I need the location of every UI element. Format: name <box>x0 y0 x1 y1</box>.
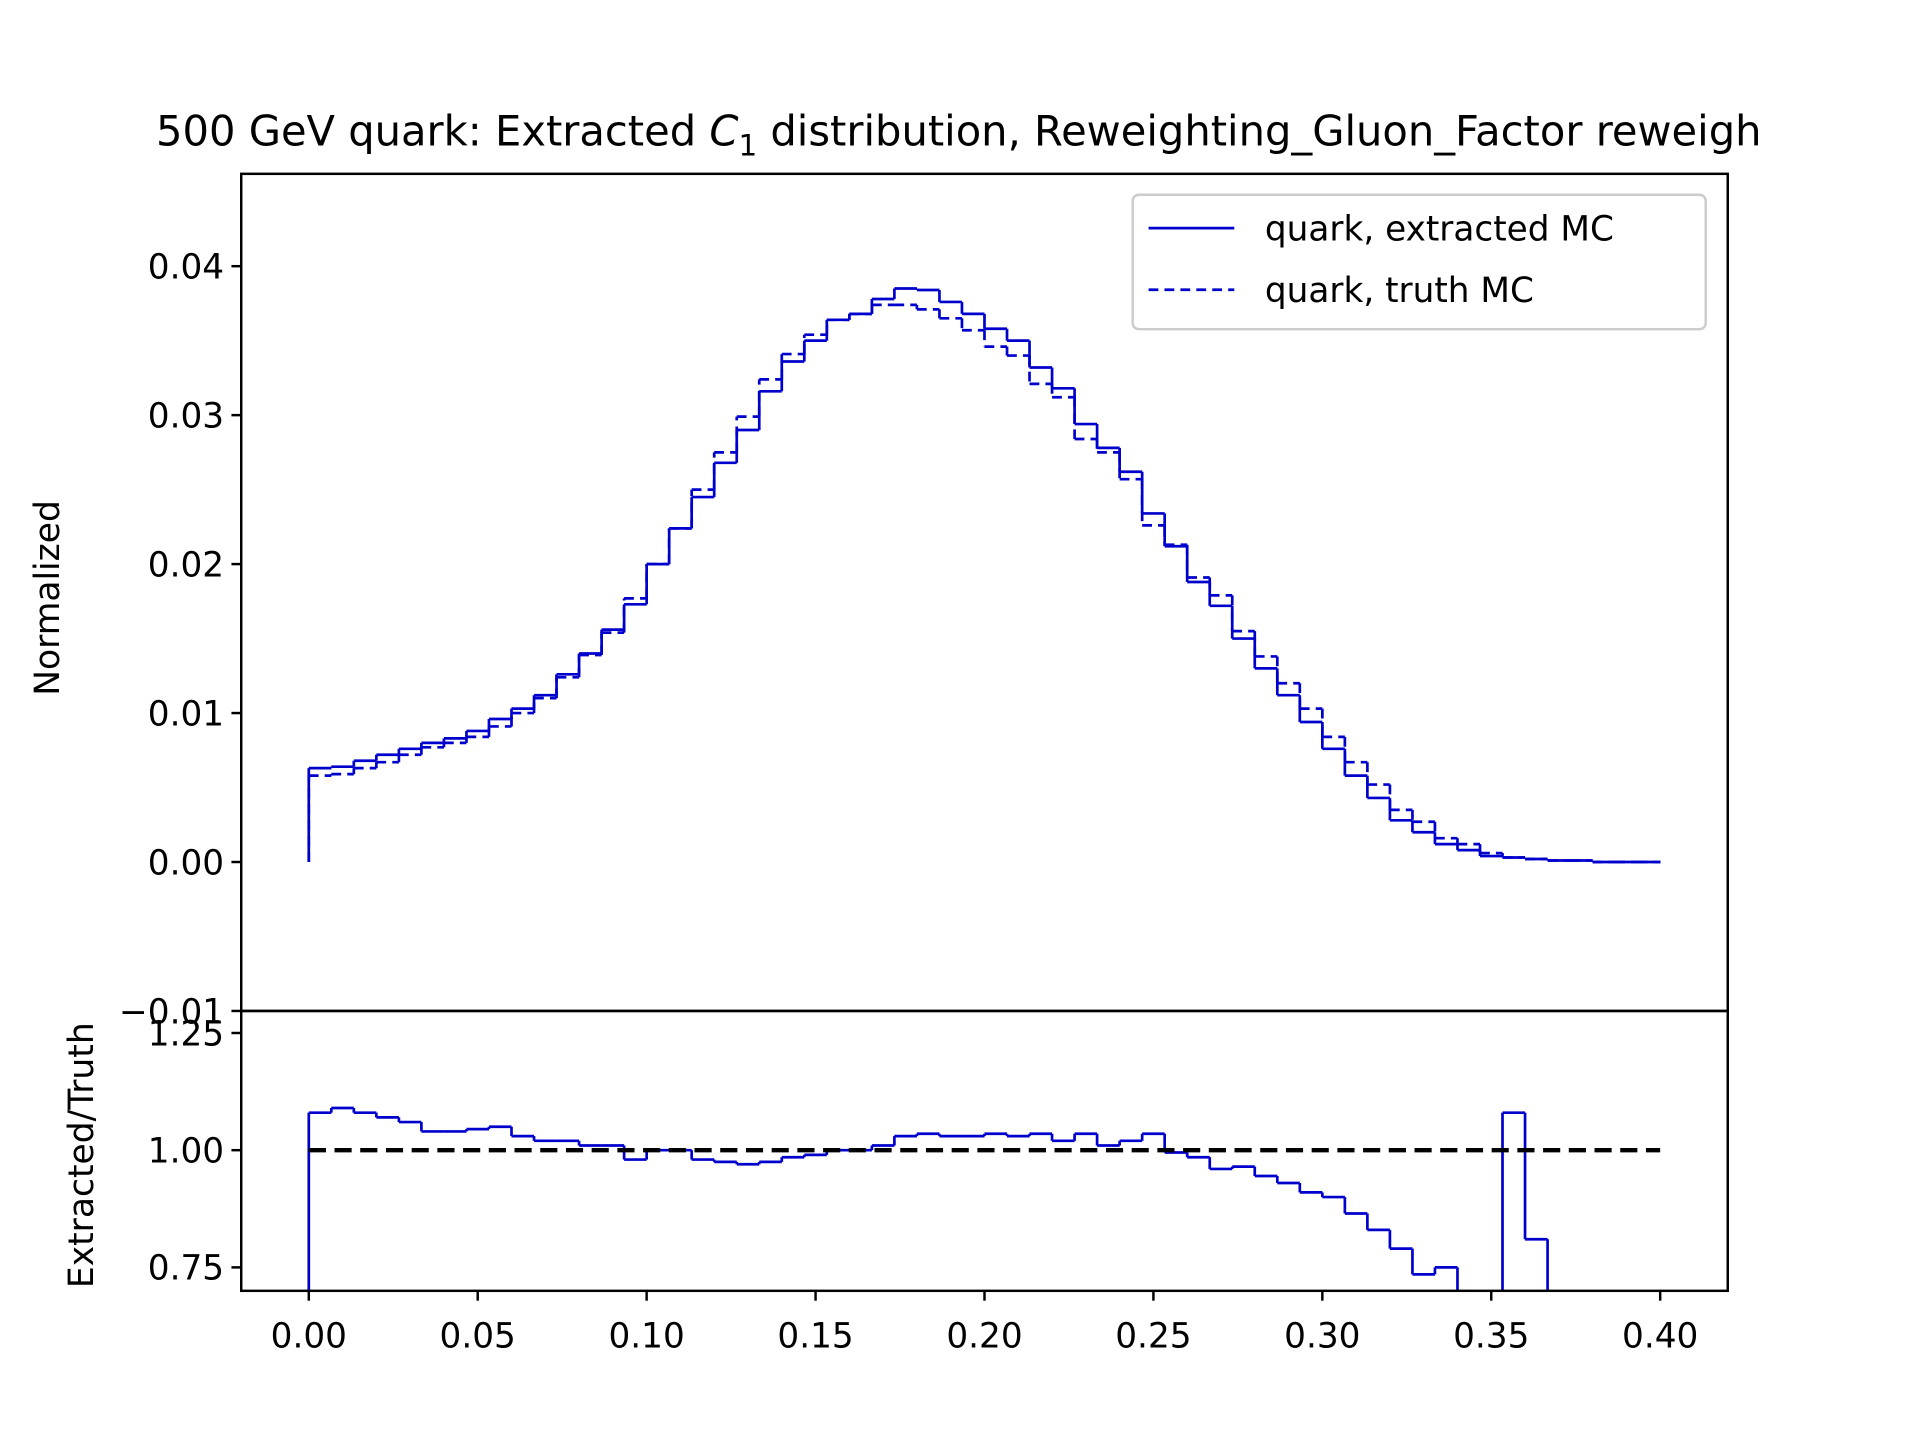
x-tick-label: 0.30 <box>1284 1316 1360 1356</box>
legend: quark, extracted MC quark, truth MC <box>1131 193 1707 331</box>
x-tick-label: 0.25 <box>1115 1316 1191 1356</box>
legend-label: quark, truth MC <box>1265 271 1534 311</box>
x-tick-label: 0.10 <box>608 1316 684 1356</box>
y-tick-label: 0.75 <box>148 1249 224 1289</box>
legend-box <box>1131 193 1707 331</box>
x-tick-label: 0.15 <box>777 1316 853 1356</box>
axes: −0.01 0.00 0.01 0.02 0.03 0.04 0.75 1.00 1.25 0.0… <box>119 247 1698 1356</box>
plot-area <box>307 287 1661 864</box>
y-tick-label: 0.03 <box>148 396 224 436</box>
y-axis-label: Normalized <box>28 500 68 696</box>
y-axis-label: Extracted/Truth <box>62 1022 102 1288</box>
x-tick-label: 0.20 <box>946 1316 1022 1356</box>
x-tick-label: 0.00 <box>271 1316 347 1356</box>
y-tick-label: 0.02 <box>148 545 224 585</box>
legend-label: quark, extracted MC <box>1265 209 1614 249</box>
x-tick-label: 0.35 <box>1453 1316 1529 1356</box>
y-tick-label: 1.00 <box>148 1131 224 1171</box>
x-tick-label: 0.05 <box>440 1316 516 1356</box>
y-tick-label: 0.01 <box>148 694 224 734</box>
y-tick-label: −0.01 <box>119 992 224 1032</box>
y-tick-label: 1.25 <box>148 1014 224 1054</box>
y-tick-label: 0.04 <box>148 247 224 287</box>
axes-frame <box>240 1009 1729 1293</box>
ratio-plot-area <box>307 1106 1661 1291</box>
chart-title: 500 GeV quark: Extracted C1 distribution… <box>156 106 1762 162</box>
x-tick-label: 0.40 <box>1622 1316 1698 1356</box>
y-tick-label: 0.00 <box>148 843 224 883</box>
